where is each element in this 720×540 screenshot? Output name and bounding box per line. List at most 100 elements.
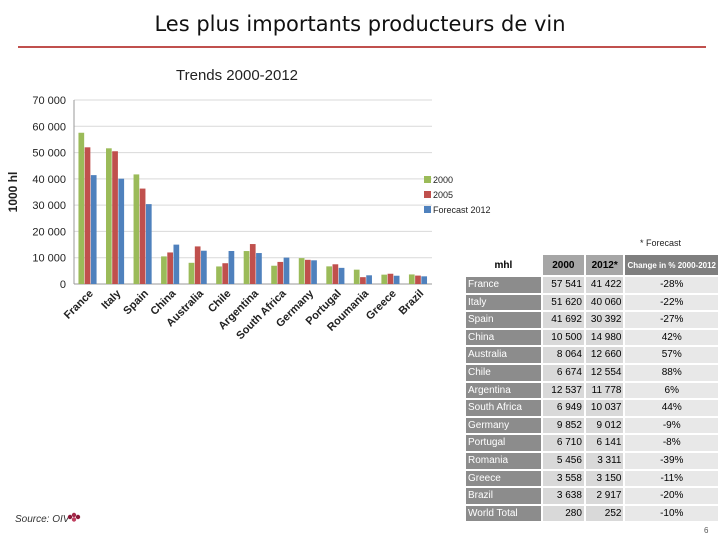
row-2000: 51 620: [542, 294, 584, 311]
bar-2005: [84, 147, 91, 284]
bar-2005: [304, 259, 311, 284]
bar-2000: [326, 266, 333, 284]
title-divider: [18, 46, 706, 48]
row-2000: 3 638: [542, 488, 584, 504]
row-name: Italy: [466, 294, 541, 311]
row-name: France: [466, 277, 541, 293]
bar-2000: [216, 266, 222, 284]
row-2012: 11 778: [585, 382, 624, 399]
y-tick-label: 20 000: [32, 226, 66, 238]
bar-forecast-2012: [338, 267, 345, 284]
table-row: Australia 8 064 12 660 57%: [466, 347, 718, 363]
x-tick-label: Brazil: [397, 288, 427, 318]
row-change: -10%: [625, 505, 718, 522]
row-name: Romania: [466, 452, 541, 469]
row-name: Germany: [466, 417, 541, 434]
bar-forecast-2012: [173, 244, 180, 284]
row-2012: 252: [585, 505, 624, 522]
row-2012: 3 311: [585, 452, 624, 469]
legend-swatch: [424, 191, 431, 198]
row-2000: 57 541: [542, 277, 584, 293]
bar-2005: [277, 261, 284, 284]
x-tick-label: Greece: [364, 288, 399, 323]
table-row: France 57 541 41 422 -28%: [466, 277, 718, 293]
y-tick-label: 0: [60, 279, 66, 291]
bar-2000: [298, 258, 305, 284]
header-change: Change in % 2000-2012: [625, 255, 718, 275]
y-axis-label: 1000 hl: [6, 172, 20, 213]
row-2000: 280: [542, 505, 584, 522]
bar-2000: [243, 251, 250, 284]
table-row: Spain 41 692 30 392 -27%: [466, 312, 718, 328]
row-change: 88%: [625, 364, 718, 381]
y-tick-label: 70 000: [32, 95, 66, 107]
row-name: Argentina: [466, 382, 541, 399]
row-2000: 6 674: [542, 364, 584, 381]
header-mhl: mhl: [466, 255, 541, 275]
source-label: Source: OIV: [15, 514, 70, 525]
row-2000: 9 852: [542, 417, 584, 434]
bar-2005: [167, 252, 173, 284]
row-name: World Total: [466, 505, 541, 522]
y-tick-label: 60 000: [32, 121, 66, 133]
row-2012: 3 150: [585, 470, 624, 487]
table-row: Portugal 6 710 6 141 -8%: [466, 435, 718, 451]
row-change: -8%: [625, 435, 718, 451]
row-2012: 41 422: [585, 277, 624, 293]
bar-forecast-2012: [145, 204, 152, 284]
table-row: Romania 5 456 3 311 -39%: [466, 452, 718, 469]
bar-2005: [387, 273, 394, 284]
row-change: -28%: [625, 277, 718, 293]
bar-2005: [112, 151, 118, 284]
row-2012: 2 917: [585, 488, 624, 504]
row-change: -22%: [625, 294, 718, 311]
row-name: Australia: [466, 347, 541, 363]
legend-swatch: [424, 206, 431, 213]
y-tick-label: 50 000: [32, 148, 66, 160]
table-row: World Total 280 252 -10%: [466, 505, 718, 522]
bar-forecast-2012: [228, 251, 235, 284]
table-row: Brazil 3 638 2 917 -20%: [466, 488, 718, 504]
row-2012: 40 060: [585, 294, 624, 311]
row-2000: 12 537: [542, 382, 584, 399]
bar-2005: [360, 277, 366, 284]
row-change: 6%: [625, 382, 718, 399]
bar-forecast-2012: [311, 260, 317, 284]
x-tick-label: France: [62, 288, 96, 322]
bar-2000: [161, 256, 167, 284]
row-name: Portugal: [466, 435, 541, 451]
row-change: -11%: [625, 470, 718, 487]
row-2012: 12 660: [585, 347, 624, 363]
legend-label: 2005: [433, 190, 453, 200]
row-2000: 8 064: [542, 347, 584, 363]
row-change: 42%: [625, 329, 718, 346]
row-2000: 41 692: [542, 312, 584, 328]
row-2012: 12 554: [585, 364, 624, 381]
table-row: South Africa 6 949 10 037 44%: [466, 400, 718, 416]
bar-2005: [332, 264, 339, 284]
header-2000: 2000: [542, 255, 584, 275]
table-row: Argentina 12 537 11 778 6%: [466, 382, 718, 399]
x-tick-label: Spain: [121, 287, 151, 317]
bar-chart: 70 000 60 000 50 000 40 000 30 000 20 000 10 0…: [6, 95, 491, 342]
row-name: South Africa: [466, 400, 541, 416]
production-table: mhl 2000 2012* Change in % 2000-2012 Fra…: [464, 253, 720, 523]
row-2000: 6 710: [542, 435, 584, 451]
row-2012: 6 141: [585, 435, 624, 451]
row-2000: 6 949: [542, 400, 584, 416]
row-change: -9%: [625, 417, 718, 434]
table-row: Germany 9 852 9 012 -9%: [466, 417, 718, 434]
row-change: -27%: [625, 312, 718, 328]
bar-2005: [415, 275, 421, 284]
bar-2005: [249, 244, 256, 284]
table-row: Greece 3 558 3 150 -11%: [466, 470, 718, 487]
y-tick-label: 30 000: [32, 200, 66, 212]
bar-forecast-2012: [421, 276, 428, 284]
bar-forecast-2012: [256, 253, 262, 284]
row-name: Brazil: [466, 488, 541, 504]
row-2012: 30 392: [585, 312, 624, 328]
bar-2005: [194, 246, 201, 284]
bar-2000: [271, 265, 277, 284]
table-row: China 10 500 14 980 42%: [466, 329, 718, 346]
bar-2000: [353, 269, 360, 284]
